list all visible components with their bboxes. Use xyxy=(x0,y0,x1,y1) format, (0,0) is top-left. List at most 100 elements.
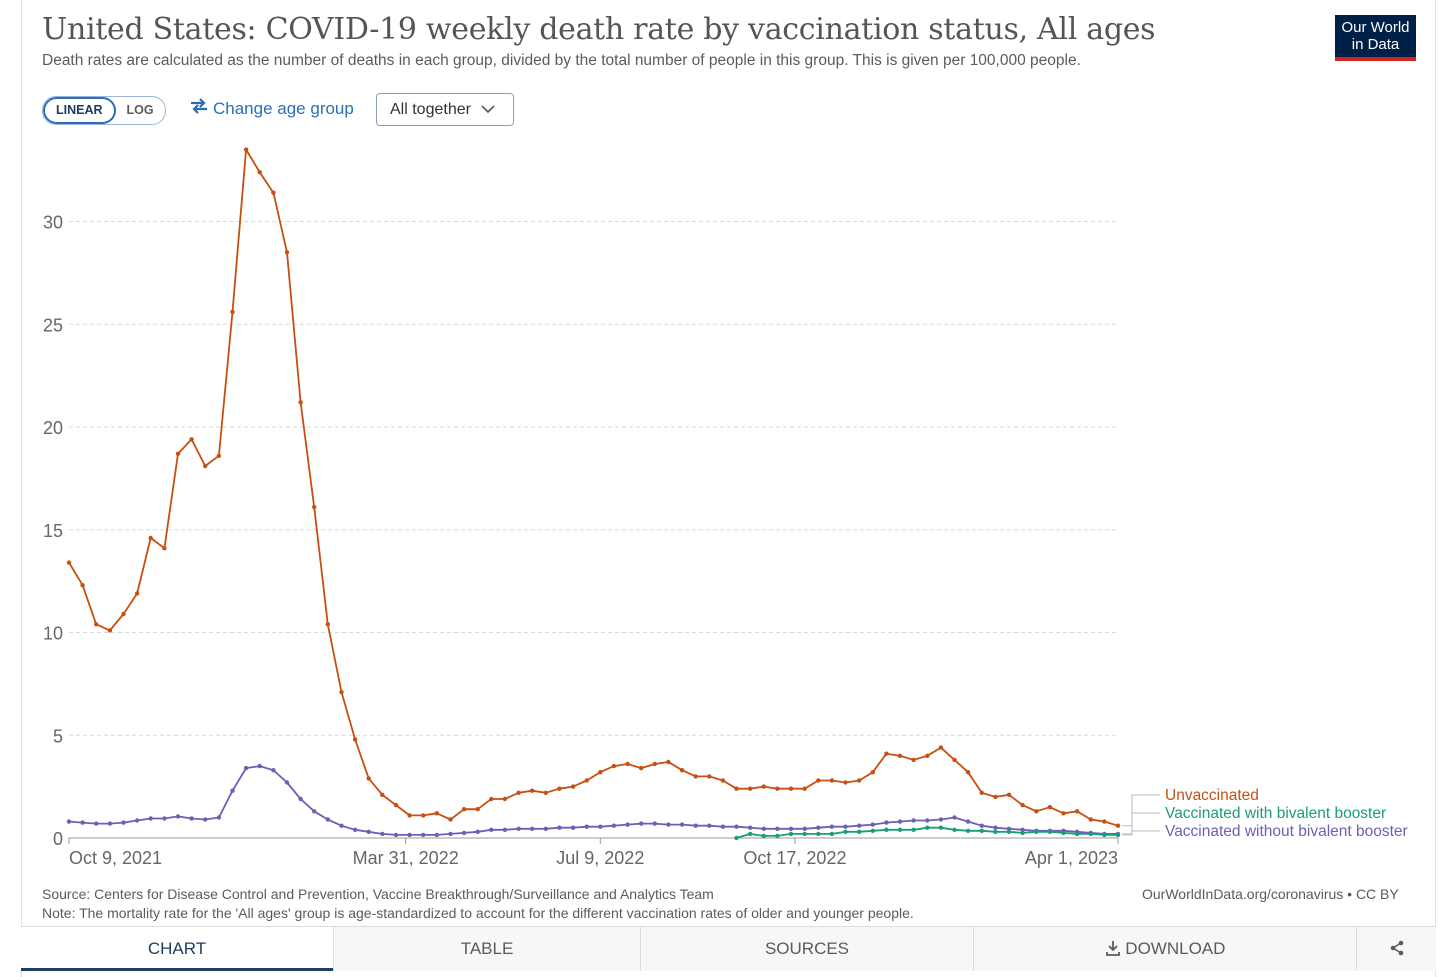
data-point xyxy=(352,737,358,742)
data-point xyxy=(788,786,794,791)
data-point xyxy=(134,591,140,596)
chevron-down-icon xyxy=(481,101,495,119)
series-line xyxy=(68,148,1119,827)
x-tick-label: Apr 1, 2023 xyxy=(1025,848,1118,868)
data-point xyxy=(925,818,930,823)
data-point xyxy=(107,628,113,633)
data-point xyxy=(175,451,181,456)
x-axis: Oct 9, 2021 Mar 31, 2022 Jul 9, 2022 Oct 17… xyxy=(68,837,1119,868)
data-point xyxy=(870,828,875,833)
data-point xyxy=(625,761,630,767)
data-point xyxy=(843,780,848,785)
data-point xyxy=(598,824,603,829)
data-point xyxy=(1020,830,1025,836)
chart-tabs: CHART TABLE SOURCES DOWNLOAD xyxy=(21,926,1436,971)
data-point xyxy=(1020,827,1025,832)
data-point xyxy=(366,829,371,834)
data-point xyxy=(543,790,548,795)
data-point xyxy=(639,765,644,771)
data-point xyxy=(1047,829,1053,834)
data-point xyxy=(380,831,385,837)
logo-line2: in Data xyxy=(1351,36,1400,53)
data-point xyxy=(1074,831,1080,837)
chart-subtitle: Death rates are calculated as the number… xyxy=(42,52,1081,69)
data-point xyxy=(148,535,153,541)
data-point xyxy=(679,822,685,827)
tab-download[interactable]: DOWNLOAD xyxy=(973,927,1356,971)
age-group-select[interactable]: All together xyxy=(376,93,514,126)
legend-label: Vaccinated without bivalent booster xyxy=(1165,823,1408,840)
y-tick-label: 10 xyxy=(43,624,63,644)
y-tick-label: 0 xyxy=(53,829,63,849)
data-point xyxy=(1061,830,1066,836)
legend-connector xyxy=(1122,830,1160,835)
data-point xyxy=(94,821,99,826)
tab-sources[interactable]: SOURCES xyxy=(640,927,973,971)
tab-table[interactable]: TABLE xyxy=(333,927,640,971)
data-point xyxy=(475,829,480,834)
data-point xyxy=(761,826,766,831)
data-point xyxy=(816,831,821,837)
data-point xyxy=(652,821,657,826)
data-point xyxy=(598,770,603,775)
data-point xyxy=(816,825,821,830)
data-point xyxy=(843,829,848,834)
y-tick-label: 15 xyxy=(43,521,63,541)
series-unvaccinated xyxy=(66,147,1121,828)
data-point xyxy=(870,822,875,827)
data-point xyxy=(502,827,508,832)
data-point xyxy=(952,757,957,763)
data-point xyxy=(434,832,439,838)
data-point xyxy=(720,778,726,783)
methodology-note: Note: The mortality rate for the 'All ag… xyxy=(42,905,914,921)
data-point xyxy=(557,786,562,791)
change-age-group-button[interactable]: Change age group xyxy=(189,98,354,119)
linear-scale-button[interactable]: LINEAR xyxy=(43,97,116,124)
data-point xyxy=(121,820,126,825)
data-point xyxy=(66,560,72,565)
log-scale-button[interactable]: LOG xyxy=(126,103,154,117)
series-vaccinated-with-bivalent-booster xyxy=(734,825,1121,841)
series-lines xyxy=(66,147,1121,841)
tab-share[interactable] xyxy=(1356,927,1436,971)
data-point xyxy=(557,825,562,830)
y-tick-label: 30 xyxy=(43,213,63,233)
data-point xyxy=(952,815,957,820)
data-point xyxy=(1047,805,1053,810)
data-point xyxy=(965,770,971,775)
data-point xyxy=(284,250,290,255)
chart-title: United States: COVID-19 weekly death rat… xyxy=(42,12,1156,47)
data-point xyxy=(393,832,399,838)
data-point xyxy=(148,816,153,821)
data-point xyxy=(107,821,113,826)
data-point xyxy=(1006,792,1012,797)
data-point xyxy=(639,821,644,826)
data-point xyxy=(979,823,984,828)
data-point xyxy=(584,778,589,783)
data-point xyxy=(584,824,589,829)
chart-frame xyxy=(21,0,1436,977)
data-point xyxy=(421,832,426,838)
data-point xyxy=(693,774,698,779)
data-point xyxy=(979,828,984,833)
owid-logo[interactable]: Our World in Data xyxy=(1335,15,1416,61)
series-vaccinated-without-bivalent-booster xyxy=(66,763,1121,838)
data-point xyxy=(257,170,262,175)
owid-link[interactable]: OurWorldInData.org/coronavirus • CC BY xyxy=(1142,886,1399,902)
data-point xyxy=(857,829,862,834)
data-point xyxy=(421,813,426,818)
download-icon xyxy=(1105,939,1126,958)
data-point xyxy=(925,825,930,830)
y-tick-label: 25 xyxy=(43,315,63,335)
data-point xyxy=(679,768,685,773)
data-point xyxy=(707,823,712,828)
data-point xyxy=(570,825,576,830)
data-point xyxy=(938,745,944,750)
data-point xyxy=(1115,823,1121,828)
tab-chart[interactable]: CHART xyxy=(21,927,333,971)
data-point xyxy=(134,818,140,823)
y-axis-tick-labels: 0 5 10 15 20 25 30 xyxy=(43,213,63,850)
data-point xyxy=(543,826,548,831)
data-point xyxy=(911,827,916,832)
